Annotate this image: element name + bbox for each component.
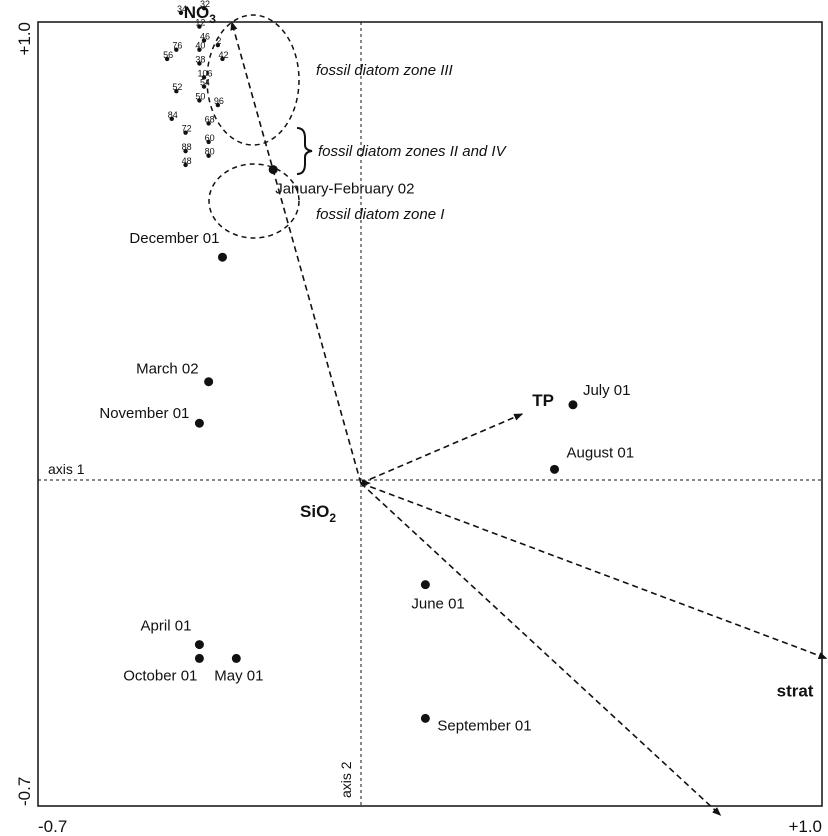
site-label-march-02: March 02 <box>136 361 199 378</box>
vector-temp <box>360 482 722 816</box>
fossil-sample-point <box>197 24 202 29</box>
plot-frame <box>37 21 823 807</box>
zone-ii-iv-brace <box>296 127 313 175</box>
vector-tp <box>360 413 524 484</box>
fossil-sample-point <box>206 153 211 158</box>
site-point-december-01 <box>217 252 227 262</box>
site-label-january-february-02: January-February 02 <box>275 181 414 198</box>
fossil-sample-label: 56 <box>163 50 173 60</box>
site-label-november-01: November 01 <box>99 405 189 422</box>
site-point-november-01 <box>194 418 204 428</box>
site-label-december-01: December 01 <box>129 230 219 247</box>
fossil-sample-label: 60 <box>205 133 215 143</box>
fossil-sample-point <box>197 47 202 52</box>
site-point-august-01 <box>550 464 560 474</box>
fossil-sample-point <box>197 61 202 66</box>
fossil-sample-label: 34 <box>177 4 187 14</box>
fossil-sample-label: 68 <box>205 114 215 124</box>
site-point-april-01 <box>194 640 204 650</box>
fossil-sample-point <box>174 88 179 94</box>
fossil-sample-point <box>201 75 207 80</box>
site-point-may-01 <box>231 653 241 663</box>
fossil-sample-point <box>169 116 174 122</box>
x-tick-min: -0.7 <box>38 817 67 836</box>
fossil-sample-label: 80 <box>205 147 215 157</box>
fossil-sample-label: 96 <box>214 96 224 106</box>
fossil-sample-point <box>201 84 207 89</box>
fossil-sample-label: 84 <box>168 110 178 120</box>
fossil-sample-label: 40 <box>195 41 205 51</box>
zone-iii-label: fossil diatom zone III <box>316 62 453 79</box>
vector-strat <box>360 482 828 660</box>
fossil-sample-label: 48 <box>182 156 192 166</box>
fossil-sample-label: 32 <box>200 0 210 9</box>
site-point-march-02 <box>204 377 214 387</box>
fossil-sample-label: 106 <box>198 68 213 78</box>
x-tick-max: +1.0 <box>788 817 822 836</box>
fossil-sample-point <box>183 162 188 168</box>
fossil-sample-point <box>201 5 207 11</box>
vector-no3 <box>230 21 362 484</box>
site-point-october-01 <box>194 653 204 663</box>
fossil-sample-label: 46 <box>200 31 210 41</box>
fossil-sample-point <box>197 98 202 103</box>
fossil-sample-point <box>174 47 179 52</box>
site-point-june-01 <box>420 580 430 590</box>
fossil-sample-label: 38 <box>195 55 205 65</box>
zone-ii-iv-label: fossil diatom zones II and IV <box>318 143 508 160</box>
vector-label-sio2: SiO2 <box>300 502 336 525</box>
site-point-july-01 <box>568 400 578 410</box>
fossil-sample-label: 54 <box>200 78 210 88</box>
vector-label-tp: TP <box>532 391 554 410</box>
site-label-october-01: October 01 <box>123 667 197 684</box>
site-label-may-01: May 01 <box>214 667 263 684</box>
site-label-september-01: September 01 <box>437 717 531 734</box>
axis-1-label: axis 1 <box>48 461 85 477</box>
fossil-sample-point <box>215 102 221 108</box>
fossil-sample-point <box>178 10 184 15</box>
fossil-sample-point <box>201 38 207 43</box>
zone-i-label: fossil diatom zone I <box>316 206 444 223</box>
fossil-sample-point <box>183 130 188 135</box>
site-label-july-01: July 01 <box>583 382 631 399</box>
fossil-sample-label: 76 <box>172 41 182 51</box>
zone-i-outline <box>208 163 300 239</box>
fossil-sample-point <box>215 42 221 48</box>
zone-iii-outline <box>206 14 300 146</box>
y-tick-min: -0.7 <box>15 777 34 806</box>
axis-2-label: axis 2 <box>338 761 354 798</box>
site-label-april-01: April 01 <box>141 618 192 635</box>
fossil-sample-point <box>220 56 225 62</box>
vector-label-no3: NO3 <box>184 3 217 26</box>
fossil-sample-label: 12 <box>195 18 205 28</box>
y-tick-max: +1.0 <box>15 22 34 56</box>
fossil-sample-point <box>206 139 211 145</box>
vector-label-strat: strat <box>777 681 814 700</box>
site-label-june-01: June 01 <box>411 596 464 613</box>
fossil-sample-point <box>183 148 188 154</box>
site-point-january-february-02 <box>268 165 278 175</box>
fossil-sample-point <box>164 56 170 62</box>
fossil-sample-label: 2 <box>216 36 221 46</box>
fossil-sample-point <box>206 121 211 126</box>
fossil-sample-label: 88 <box>182 142 192 152</box>
fossil-sample-label: 42 <box>218 50 228 60</box>
fossil-sample-label: 50 <box>195 91 205 101</box>
site-point-september-01 <box>420 713 430 723</box>
site-label-august-01: August 01 <box>567 444 635 461</box>
fossil-sample-label: 72 <box>182 124 192 134</box>
fossil-sample-label: 52 <box>172 82 182 92</box>
